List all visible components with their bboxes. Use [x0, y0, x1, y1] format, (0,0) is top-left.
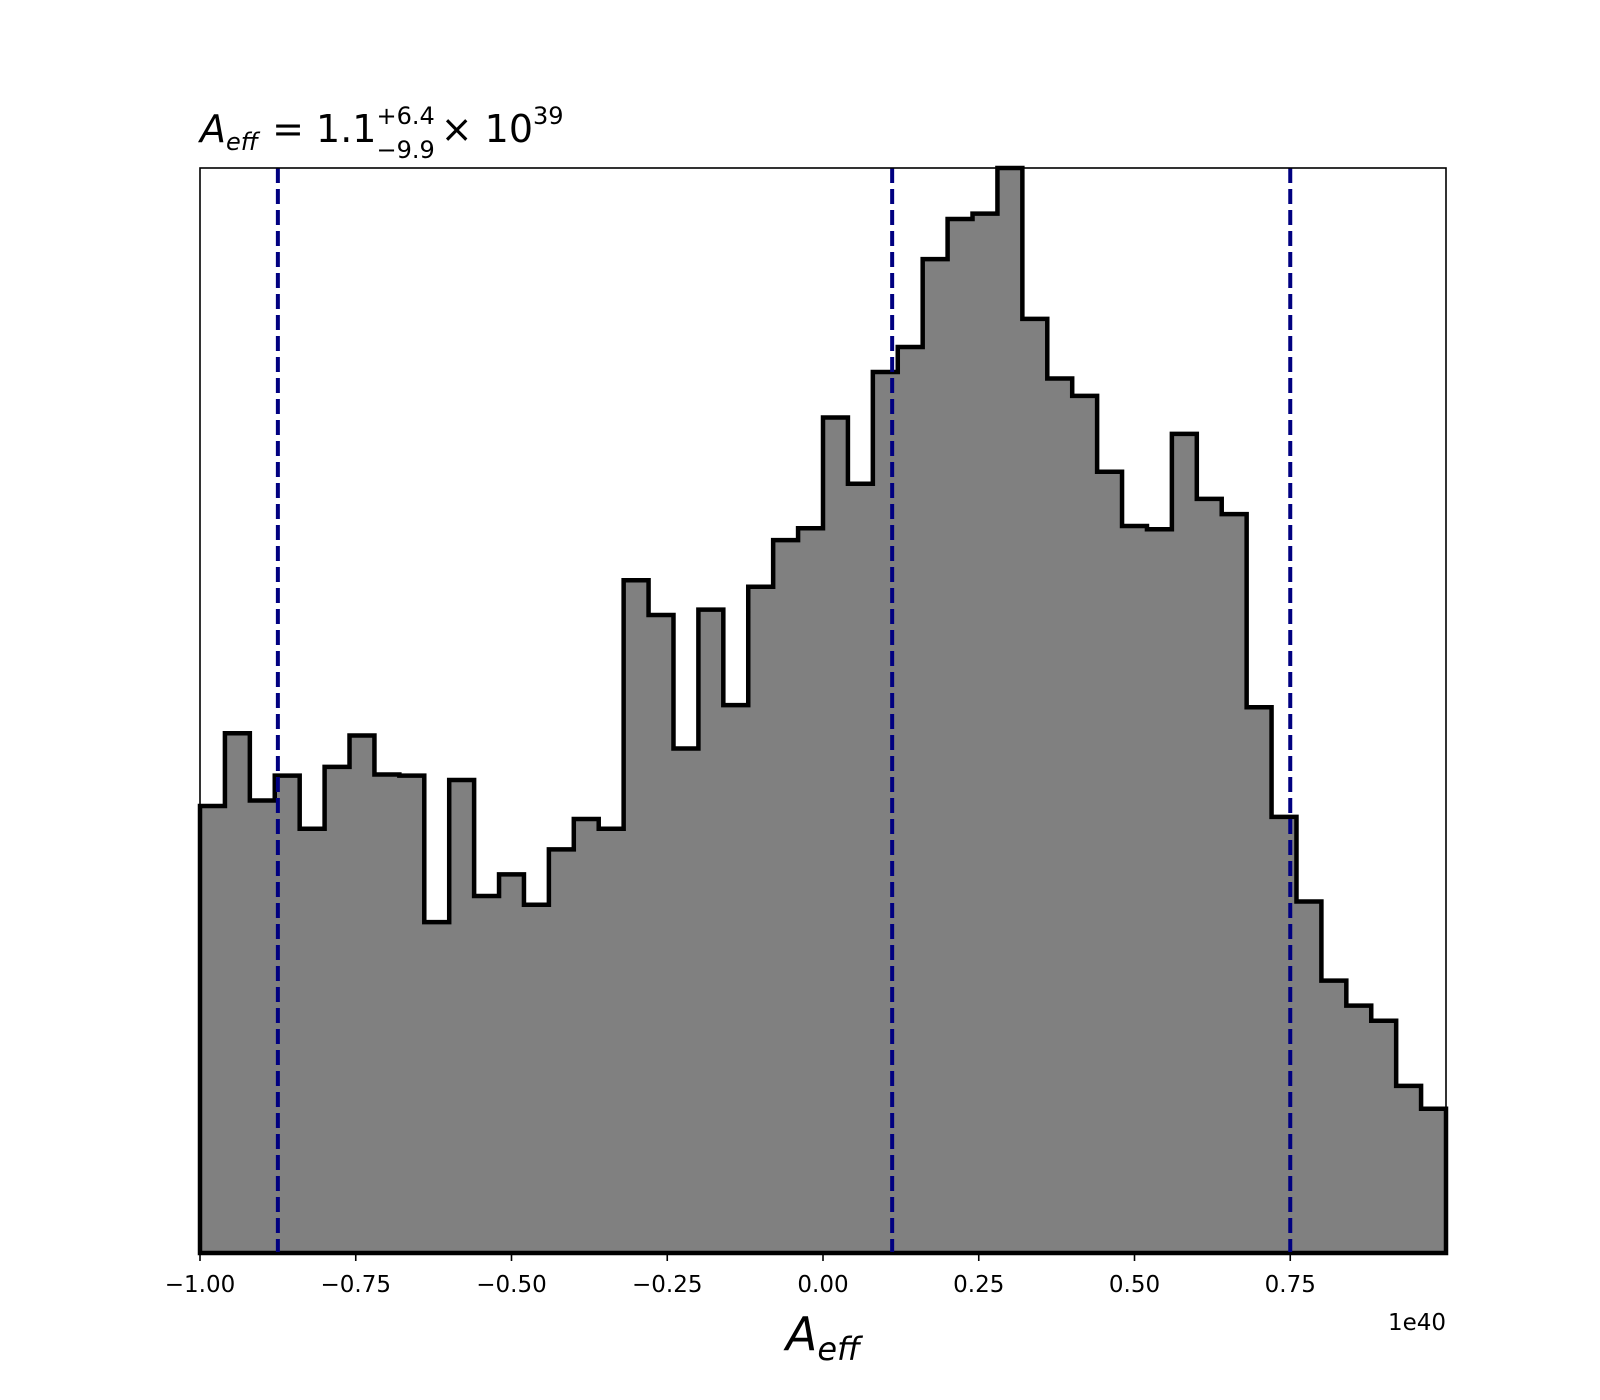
histogram-bin: [424, 922, 449, 1253]
histogram-bin: [649, 615, 674, 1253]
x-tick-label: −0.25: [632, 1272, 702, 1298]
histogram-bin: [848, 484, 873, 1253]
histogram-bin: [1272, 817, 1297, 1253]
histogram-bin: [1172, 434, 1197, 1253]
histogram-bin: [997, 168, 1022, 1253]
histogram-bin: [1047, 378, 1072, 1253]
histogram-fill: [200, 168, 1446, 1253]
histogram-outline: [197, 165, 1449, 1256]
histogram-bin: [574, 819, 599, 1253]
histogram-bin: [449, 780, 474, 1253]
histogram-bin: [549, 849, 574, 1253]
histogram-bin: [524, 905, 549, 1253]
x-axis-offset-label: 1e40: [1388, 1310, 1446, 1336]
histogram-bin: [399, 776, 424, 1253]
histogram-bin: [923, 259, 948, 1253]
x-axis: −1.00 −0.75 −0.50 −0.25 0.00 0.25 0.50 0.75: [165, 1252, 1446, 1298]
title-variable: A: [197, 107, 226, 151]
histogram-bin: [948, 219, 973, 1253]
x-tick-label: 0.25: [953, 1272, 1004, 1298]
title-equals: = 1.1: [272, 107, 376, 151]
title-lower-error: −9.9: [376, 136, 434, 164]
x-tick-label: −1.00: [165, 1272, 235, 1298]
x-tick-label: −0.75: [321, 1272, 391, 1298]
x-tick-label: −0.50: [476, 1272, 546, 1298]
histogram-bin: [350, 735, 375, 1253]
quantile-lines: [275, 168, 1293, 1253]
histogram-bin: [1346, 1006, 1371, 1253]
histogram-bin: [1147, 529, 1172, 1253]
histogram-bin: [624, 580, 649, 1253]
x-axis-label-subscript: eff: [817, 1330, 864, 1368]
histogram-bin: [1197, 499, 1222, 1253]
x-axis-label-variable: A: [783, 1307, 817, 1361]
x-tick-label: 0.50: [1109, 1272, 1160, 1298]
chart-title: Aeff = 1.1+6.4 −9.9 × 1039: [197, 102, 564, 164]
histogram-bin: [250, 801, 275, 1253]
histogram-bin: [1122, 526, 1147, 1253]
histogram-bin: [748, 587, 773, 1253]
histogram-bin: [200, 806, 225, 1253]
title-times-ten: × 10: [441, 107, 533, 151]
histogram-bin: [698, 610, 723, 1253]
histogram-bin: [1222, 514, 1247, 1253]
histogram-bin: [300, 829, 325, 1253]
histogram-bin: [773, 540, 798, 1253]
histogram-bin: [823, 418, 848, 1253]
title-exponent: 39: [533, 102, 564, 130]
title-upper-error: +6.4: [376, 102, 434, 130]
x-tick-label: 0.00: [797, 1272, 848, 1298]
histogram-bin: [1396, 1086, 1421, 1253]
histogram-bin: [1296, 901, 1321, 1253]
histogram-bin: [798, 528, 823, 1253]
histogram-bin: [474, 896, 499, 1253]
histogram-bin: [225, 733, 250, 1253]
histogram-bin: [1421, 1109, 1446, 1253]
plot-area: [197, 165, 1449, 1256]
title-variable-subscript: eff: [226, 128, 261, 156]
histogram-bin: [723, 705, 748, 1253]
histogram-bin: [599, 829, 624, 1253]
histogram-bin: [1097, 472, 1122, 1253]
histogram-bin: [1371, 1021, 1396, 1253]
histogram-bin: [1321, 981, 1346, 1253]
x-axis-label: Aeff: [783, 1307, 864, 1368]
histogram-bin: [1247, 707, 1272, 1253]
histogram-bin: [898, 347, 923, 1253]
x-tick-label: 0.75: [1265, 1272, 1316, 1298]
histogram-bin: [499, 874, 524, 1253]
histogram-bin: [1022, 319, 1047, 1253]
histogram-bin: [1072, 396, 1097, 1253]
histogram-bin: [973, 214, 998, 1253]
histogram-bin: [325, 767, 350, 1253]
histogram-bin: [374, 775, 399, 1253]
histogram-bin: [673, 748, 698, 1253]
